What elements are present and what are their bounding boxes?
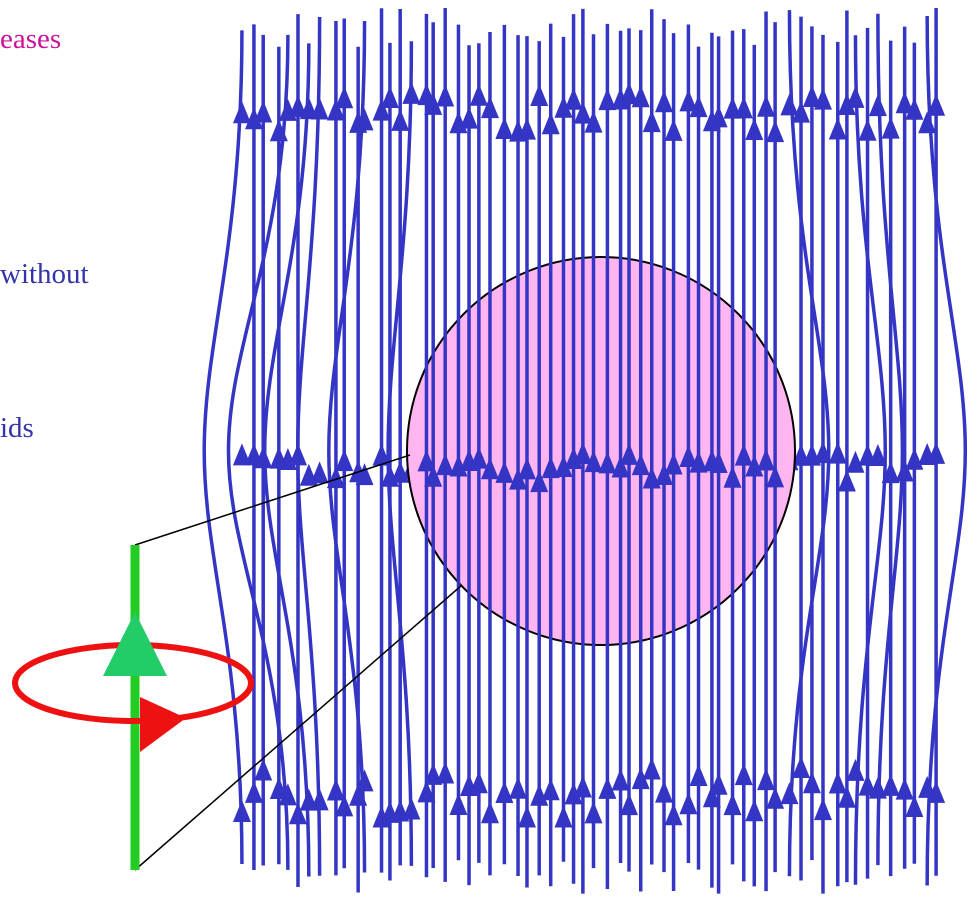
field-arrow [665,803,683,825]
field-arrow [495,117,513,139]
field-arrow [402,798,420,820]
field-arrow [311,461,329,483]
field-arrow [509,777,527,799]
field-arrow [766,120,784,142]
text-line: without [0,258,89,290]
field-arrow [643,757,661,779]
field-arrow [829,118,847,140]
field-arrow [724,793,742,815]
field-arrow [780,93,798,115]
field-arrow [470,771,488,793]
field-arrow [780,782,798,804]
current-arrow [140,697,186,752]
field-arrow [518,805,536,827]
sphere [407,257,795,645]
field-arrow [436,761,454,783]
field-arrow [335,86,353,108]
field-arrow [402,82,420,104]
field-line [204,30,242,864]
field-arrow [745,799,763,821]
field-arrow [436,84,454,106]
field-arrow [896,778,914,800]
field-arrow [846,759,864,781]
field-arrow [882,774,900,796]
field-arrow [735,763,753,785]
field-arrow [530,84,548,106]
diagram: eases without ids [0,0,972,905]
field-arrow [859,119,877,141]
field-arrow [311,788,329,810]
field-arrow [254,100,272,122]
field-arrow [846,86,864,108]
field-arrow [882,117,900,139]
field-arrow [254,759,272,781]
field-arrow [460,107,478,129]
field-arrow [449,793,467,815]
field-arrow [655,90,673,112]
field-arrow [757,95,775,117]
field-arrow [905,448,923,470]
field-arrow [829,442,847,464]
field-arrow [381,86,399,108]
field-arrow [245,781,263,803]
field-arrow [612,769,630,791]
field-arrow [327,779,345,801]
field-arrow [757,768,775,790]
field-arrow [869,94,887,116]
field-arrow [690,764,708,786]
text-line: eases [0,23,61,55]
field-arrow [335,449,353,471]
field-arrow [655,781,673,803]
field-arrow [643,110,661,132]
field-line [298,17,320,876]
field-arrow [814,798,832,820]
field-arrow [745,118,763,140]
field-arrow [585,801,603,823]
field-arrow [542,778,560,800]
field-arrow [665,119,683,141]
field-arrow [481,801,499,823]
field-arrow [233,800,251,822]
field-arrow [565,88,583,110]
page: eases without ids (() => { const data = … [0,0,972,905]
field-arrow [735,96,753,118]
field-arrow [391,109,409,131]
field-arrow [620,793,638,815]
field-arrow [233,101,251,123]
field-arrow [574,775,592,797]
field-arrow [495,781,513,803]
field-arrow [470,84,488,106]
field-arrow [554,806,572,828]
text-line: ids [0,412,34,444]
field-arrow [829,771,847,793]
field-arrow [679,792,697,814]
